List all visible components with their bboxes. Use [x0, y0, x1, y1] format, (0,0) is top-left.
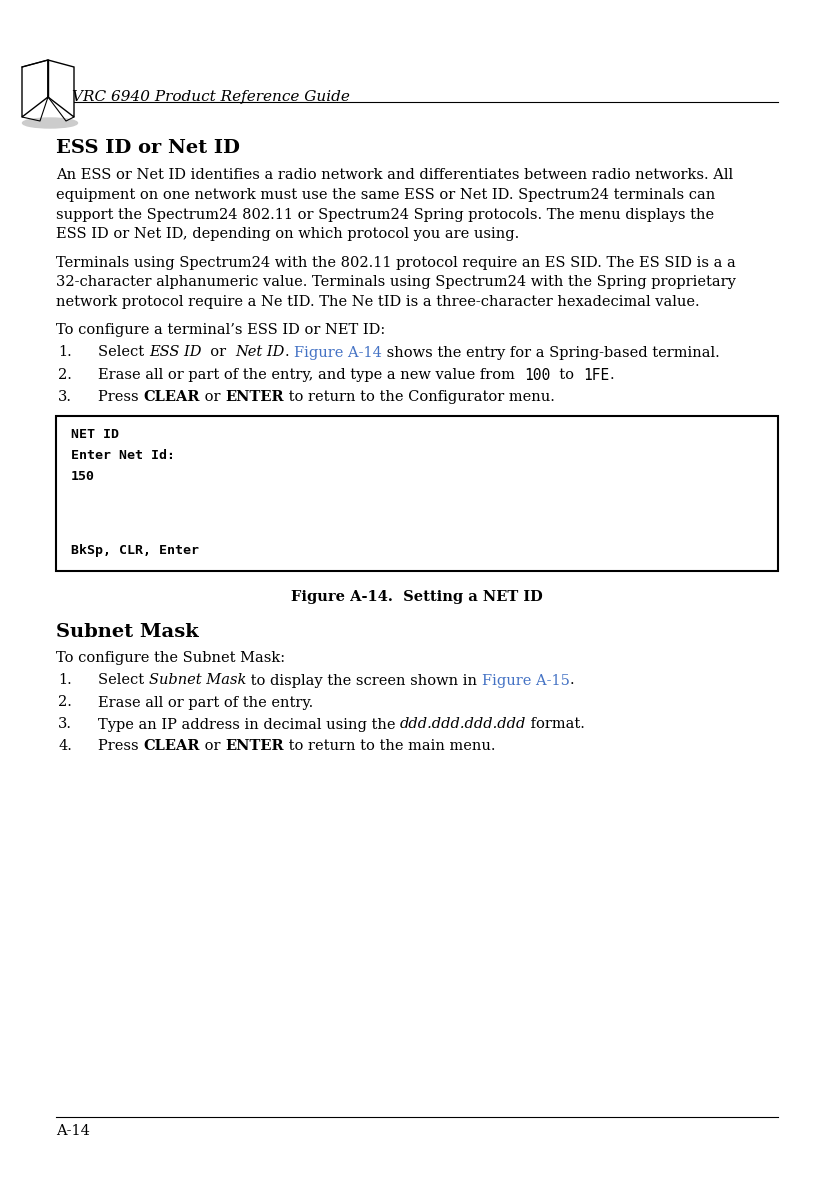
Text: 32-character alphanumeric value. Terminals using Spectrum24 with the Spring prop: 32-character alphanumeric value. Termina… [56, 275, 735, 290]
Text: An ESS or Net ID identifies a radio network and differentiates between radio net: An ESS or Net ID identifies a radio netw… [56, 168, 732, 182]
Text: shows the entry for a Spring-based terminal.: shows the entry for a Spring-based termi… [382, 346, 719, 359]
Text: .: . [569, 673, 573, 687]
Text: to return to the main menu.: to return to the main menu. [283, 739, 495, 753]
Text: VRC 6940 Product Reference Guide: VRC 6940 Product Reference Guide [72, 89, 350, 104]
Text: Erase all or part of the entry.: Erase all or part of the entry. [98, 696, 313, 710]
Text: Figure A-14.  Setting a NET ID: Figure A-14. Setting a NET ID [291, 590, 542, 604]
Text: ESS ID: ESS ID [148, 346, 201, 359]
Text: network protocol require a Ne tID. The Ne tID is a three-character hexadecimal v: network protocol require a Ne tID. The N… [56, 294, 699, 308]
Text: ENTER: ENTER [224, 390, 283, 404]
Text: 1FE: 1FE [583, 367, 609, 383]
Text: Terminals using Spectrum24 with the 802.11 protocol require an ES SID. The ES SI: Terminals using Spectrum24 with the 802.… [56, 255, 735, 270]
Text: To configure a terminal’s ESS ID or NET ID:: To configure a terminal’s ESS ID or NET … [56, 322, 385, 337]
Text: 100: 100 [523, 367, 550, 383]
Text: 2.: 2. [58, 696, 72, 710]
Ellipse shape [22, 118, 78, 128]
Text: Subnet Mask: Subnet Mask [148, 673, 246, 687]
Text: Select: Select [98, 346, 148, 359]
Text: ddd.ddd.ddd.ddd: ddd.ddd.ddd.ddd [400, 718, 526, 731]
Text: A-14: A-14 [56, 1124, 90, 1138]
Text: Press: Press [98, 739, 143, 753]
Text: 3.: 3. [58, 390, 72, 404]
Text: 3.: 3. [58, 718, 72, 731]
Text: Press: Press [98, 390, 143, 404]
Text: or: or [200, 739, 224, 753]
Text: Net ID: Net ID [235, 346, 285, 359]
Text: ESS ID or Net ID, depending on which protocol you are using.: ESS ID or Net ID, depending on which pro… [56, 227, 518, 241]
Text: or: or [201, 346, 235, 359]
Text: Erase all or part of the entry, and type a new value from: Erase all or part of the entry, and type… [98, 367, 523, 381]
Polygon shape [22, 60, 48, 117]
Text: ESS ID or Net ID: ESS ID or Net ID [56, 139, 240, 157]
Text: .: . [285, 346, 294, 359]
Text: Subnet Mask: Subnet Mask [56, 623, 198, 640]
Polygon shape [48, 60, 74, 117]
Bar [56, 415, 777, 571]
Text: 2.: 2. [58, 367, 72, 381]
Text: Figure A-14: Figure A-14 [294, 346, 382, 359]
Text: to: to [550, 367, 583, 381]
Text: equipment on one network must use the same ESS or Net ID. Spectrum24 terminals c: equipment on one network must use the sa… [56, 188, 714, 202]
Text: to return to the Configurator menu.: to return to the Configurator menu. [283, 390, 554, 404]
Text: ENTER: ENTER [224, 739, 283, 753]
Text: to display the screen shown in: to display the screen shown in [246, 673, 482, 687]
Text: 1.: 1. [58, 673, 72, 687]
Text: format.: format. [526, 718, 585, 731]
Text: Enter Net Id:: Enter Net Id: [71, 448, 174, 463]
Text: 1.: 1. [58, 346, 72, 359]
Text: support the Spectrum24 802.11 or Spectrum24 Spring protocols. The menu displays : support the Spectrum24 802.11 or Spectru… [56, 207, 713, 221]
Text: 4.: 4. [58, 739, 72, 753]
Text: CLEAR: CLEAR [143, 739, 200, 753]
Text: NET ID: NET ID [71, 427, 119, 440]
Text: Figure A-15: Figure A-15 [482, 673, 569, 687]
Text: BkSp, CLR, Enter: BkSp, CLR, Enter [71, 544, 199, 557]
Text: .: . [609, 367, 613, 381]
Text: To configure the Subnet Mask:: To configure the Subnet Mask: [56, 651, 285, 665]
Text: Select: Select [98, 673, 148, 687]
Text: CLEAR: CLEAR [143, 390, 200, 404]
Text: Type an IP address in decimal using the: Type an IP address in decimal using the [98, 718, 400, 731]
Text: or: or [200, 390, 224, 404]
Text: 150: 150 [71, 471, 95, 484]
